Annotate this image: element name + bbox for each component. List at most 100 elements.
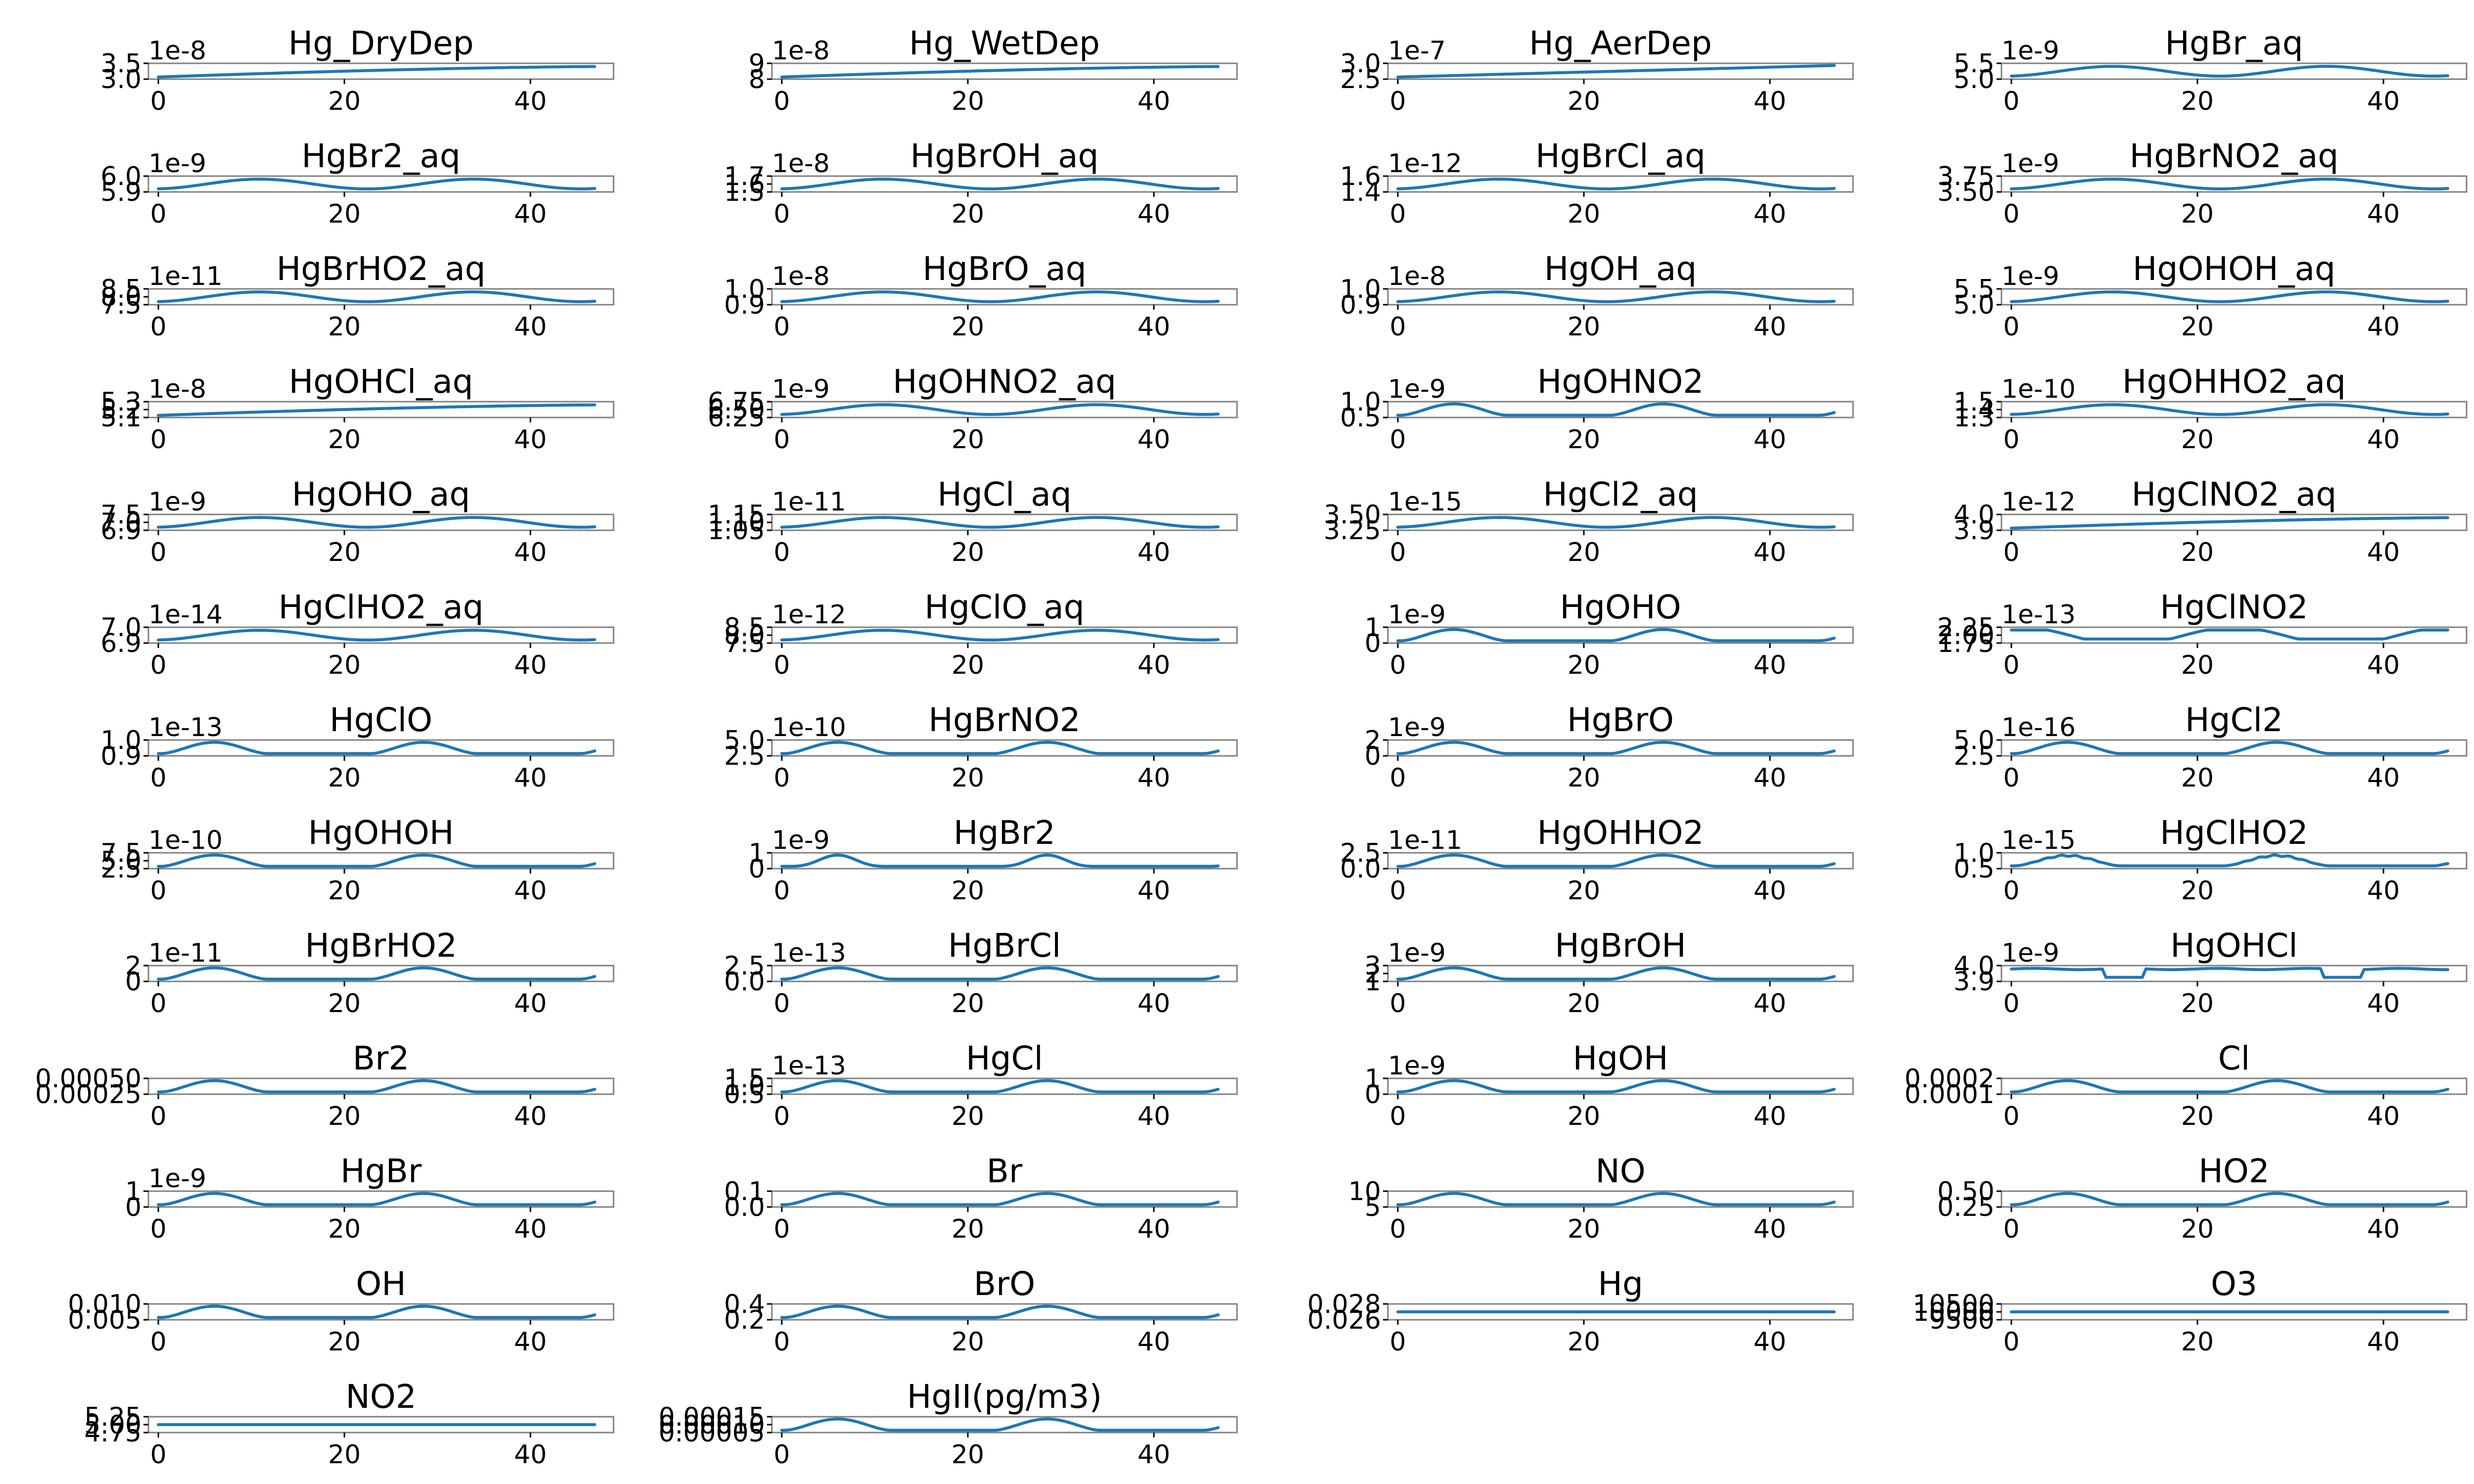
series-line xyxy=(2010,1079,2449,1094)
y-tick-label: 1.0 xyxy=(1340,275,1381,304)
y-offset-label: 1e-8 xyxy=(772,149,830,179)
subplot-hgbrno2: HgBrNO2 1e-102.55.0 0 20 40 xyxy=(724,701,1238,793)
x-tick-label: 20 xyxy=(952,763,984,793)
x-tick-label: 20 xyxy=(328,425,361,455)
series-line xyxy=(2010,178,2449,190)
x-tick-label: 20 xyxy=(1568,1102,1600,1131)
x-tick-label: 40 xyxy=(1138,650,1170,680)
y-tick-label: 4.0 xyxy=(1953,500,1995,530)
axes-frame xyxy=(147,626,615,644)
series-line xyxy=(780,516,1220,529)
x-tick-label: 0 xyxy=(2003,876,2019,906)
subplot-cl: Cl 0.00010.0002 0 20 40 xyxy=(1904,1039,2468,1131)
x-tick-label: 20 xyxy=(328,1327,361,1357)
x-tick-label: 0 xyxy=(773,1214,790,1244)
axes-frame xyxy=(147,965,615,982)
x-tick-label: 0 xyxy=(150,538,166,567)
y-tick-label: 1.7 xyxy=(724,162,765,191)
subplot-hgohno2: HgOHNO2 1e-90.51.0 0 20 40 xyxy=(1340,363,1854,455)
subplot-title: HgBrNO2 xyxy=(928,701,1080,739)
x-tick-label: 20 xyxy=(1568,989,1600,1019)
y-offset-label: 1e-12 xyxy=(1388,149,1462,179)
y-offset-label: 1e-13 xyxy=(148,713,223,742)
series-line xyxy=(1396,966,1836,981)
x-tick-label: 40 xyxy=(2367,1327,2400,1357)
subplot-title: HgOHCl_aq xyxy=(289,363,474,401)
y-offset-label: 1e-9 xyxy=(772,826,830,855)
x-tick-label: 20 xyxy=(2181,989,2214,1019)
x-tick-label: 0 xyxy=(773,425,790,455)
x-tick-label: 0 xyxy=(773,538,790,567)
x-tick-label: 0 xyxy=(773,650,790,680)
series-line xyxy=(1396,1192,1836,1206)
y-offset-label: 1e-10 xyxy=(2001,374,2076,404)
y-offset-label: 1e-15 xyxy=(1388,487,1462,517)
y-offset-label: 1e-9 xyxy=(1388,600,1446,630)
axes-frame xyxy=(147,62,615,80)
y-tick-label: 0 xyxy=(1365,1080,1381,1110)
series-line xyxy=(780,741,1220,755)
y-tick-label: 2.5 xyxy=(100,854,142,884)
y-tick-label: 6.9 xyxy=(100,629,142,658)
y-tick-label: 3.50 xyxy=(1937,178,1995,207)
x-tick-label: 40 xyxy=(1754,650,1786,680)
y-tick-label: 4.75 xyxy=(84,1418,142,1448)
y-offset-label: 1e-9 xyxy=(1388,713,1446,742)
y-tick-label: 0 xyxy=(1365,742,1381,771)
y-tick-label: 0.010 xyxy=(68,1290,142,1319)
y-offset-label: 1e-11 xyxy=(148,262,223,291)
series-line xyxy=(780,966,1220,981)
subplot-title: NO xyxy=(1595,1152,1645,1190)
y-tick-label: 5.25 xyxy=(84,1402,142,1432)
y-tick-label: 6.25 xyxy=(708,403,765,433)
subplot-hgoho-aq: HgOHO_aq 1e-96.97.07.5 0 20 40 xyxy=(100,475,615,567)
y-offset-label: 1e-12 xyxy=(2001,487,2076,517)
axes-frame xyxy=(771,965,1238,982)
subplot-title: HgOH xyxy=(1572,1039,1668,1077)
subplot-title: HgClHO2_aq xyxy=(279,588,484,626)
axes-frame xyxy=(2000,175,2468,193)
y-offset-label: 1e-8 xyxy=(1388,262,1446,291)
subplot-hgohho2-aq: HgOHHO2_aq 1e-101.31.41.5 0 20 40 xyxy=(1953,363,2468,455)
y-tick-label: 6.0 xyxy=(100,162,142,191)
subplot-hgbrno2-aq: HgBrNO2_aq 1e-93.503.75 0 20 40 xyxy=(1937,137,2468,229)
series-line xyxy=(2010,967,2449,979)
series-line xyxy=(2010,516,2449,530)
x-tick-label: 0 xyxy=(1389,876,1406,906)
x-tick-label: 40 xyxy=(1138,87,1170,116)
y-tick-label: 5.3 xyxy=(100,387,142,417)
x-tick-label: 40 xyxy=(1754,199,1786,229)
y-tick-label: 5.0 xyxy=(100,846,142,876)
axes-frame xyxy=(147,1190,615,1208)
x-tick-label: 20 xyxy=(1568,425,1600,455)
series-line xyxy=(1396,741,1836,755)
subplot-title: HgBrCl_aq xyxy=(1535,137,1706,175)
x-tick-label: 40 xyxy=(514,876,547,906)
subplot-title: HgClNO2_aq xyxy=(2132,475,2337,513)
x-tick-label: 20 xyxy=(2181,1327,2214,1357)
y-tick-label: 0.00050 xyxy=(35,1064,142,1094)
subplot-title: BrO xyxy=(974,1265,1035,1303)
x-tick-label: 40 xyxy=(2367,199,2400,229)
x-tick-label: 0 xyxy=(1389,650,1406,680)
axes-frame xyxy=(1387,513,1854,531)
subplot-hgclo: HgClO 1e-130.91.0 0 20 40 xyxy=(100,701,615,793)
series-line xyxy=(780,1304,1220,1319)
subplot-ho2: HO2 0.250.50 0 20 40 xyxy=(1937,1152,2468,1244)
y-tick-label: 1.5 xyxy=(1953,387,1995,417)
y-tick-label: 2.25 xyxy=(1937,613,1995,643)
x-tick-label: 20 xyxy=(952,650,984,680)
axes-frame xyxy=(1387,1077,1854,1095)
y-tick-label: 5.0 xyxy=(1953,290,1995,320)
y-tick-label: 3.9 xyxy=(1953,516,1995,546)
y-tick-label: 5.5 xyxy=(1953,275,1995,304)
x-tick-label: 0 xyxy=(773,199,790,229)
subplot-title: HgClNO2 xyxy=(2160,588,2308,626)
subplot-hgohoh: HgOHOH 1e-102.55.07.5 0 20 40 xyxy=(100,814,615,906)
subplot-hg-drydep: Hg_DryDep 1e-83.03.5 0 20 40 xyxy=(100,24,615,116)
y-tick-label: 7.5 xyxy=(100,290,142,320)
x-tick-label: 40 xyxy=(1138,199,1170,229)
x-tick-label: 40 xyxy=(2367,1214,2400,1244)
